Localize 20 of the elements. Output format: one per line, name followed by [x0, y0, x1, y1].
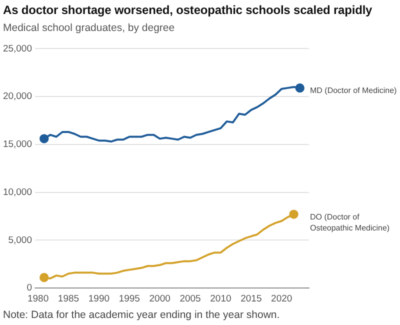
x-tick-label: 2015 [240, 293, 262, 304]
y-tick-label: 20,000 [2, 91, 32, 102]
x-tick-label: 2005 [180, 293, 201, 304]
y-tick-label: 5,000 [8, 234, 32, 246]
y-tick-label: 25,000 [2, 43, 32, 54]
series-label: MD (Doctor of Medicine) [310, 86, 398, 96]
x-tick-label: 2000 [149, 293, 170, 304]
y-tick-label: 15,000 [2, 139, 32, 150]
chart-title: As doctor shortage worsened, osteopathic schools scaled rapidly [3, 3, 372, 17]
x-tick-label: 1980 [27, 293, 49, 304]
y-tick-label: 10,000 [2, 186, 32, 198]
x-tick-label: 1995 [118, 293, 140, 304]
chart-subtitle: Medical school graduates, by degree [3, 22, 175, 34]
text: DO (Doctor of Osteopathic Medicine) [310, 212, 390, 232]
y-tick-label: 0 [26, 282, 32, 294]
text: Note: Data for the academic year ending in the year shown. [3, 309, 280, 321]
x-tick-label: 2020 [271, 293, 292, 304]
x-tick-label: 2010 [210, 293, 232, 304]
x-tick-label: 1985 [58, 293, 80, 304]
x-tick-label: 1990 [88, 293, 110, 304]
